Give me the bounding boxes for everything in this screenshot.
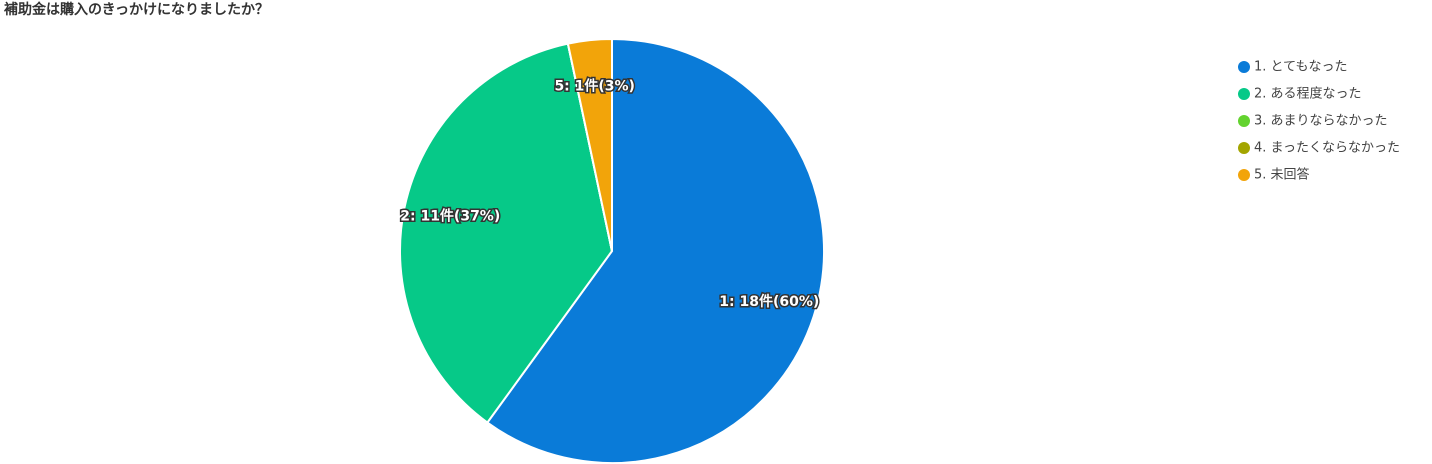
data-label: 2: 11件(37%) [400,208,500,225]
legend-label: 2. ある程度なった [1254,86,1362,102]
legend-marker [1238,115,1250,127]
data-label: 5: 1件(3%) [554,78,635,95]
legend-marker [1238,61,1250,73]
legend-label: 5. 未回答 [1254,167,1310,183]
chart-title: 補助金は購入のきっかけになりましたか？ [3,1,269,18]
legend-label: 3. あまりならなかった [1254,114,1388,129]
legend-marker [1238,88,1250,100]
pie-slice [566,37,613,252]
legend-label: 4. まったくならなかった [1254,141,1400,156]
legend-marker [1238,142,1250,154]
data-label: 1: 18件(60%) [719,293,819,310]
pie-slice [399,42,614,424]
legend-label: 1. とてもなった [1254,60,1348,75]
pie-slice [485,37,825,464]
legend-marker [1238,169,1250,181]
